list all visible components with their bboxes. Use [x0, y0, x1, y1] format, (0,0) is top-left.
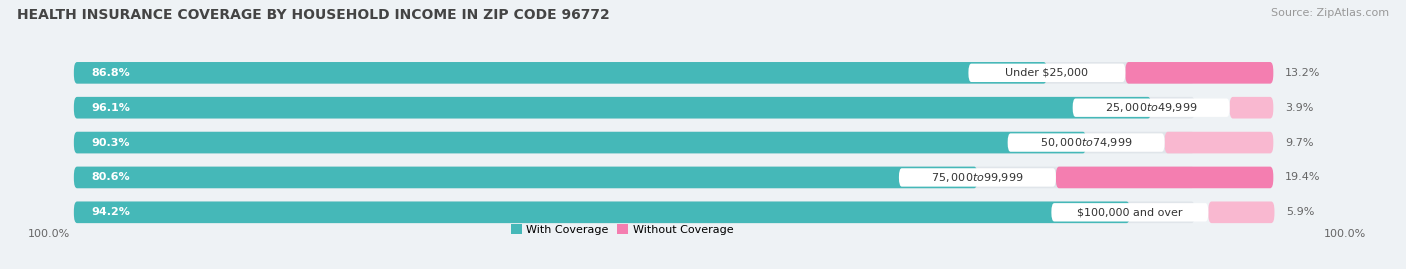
FancyBboxPatch shape — [75, 132, 1085, 153]
Text: 94.2%: 94.2% — [91, 207, 129, 217]
Text: 3.9%: 3.9% — [1285, 103, 1313, 113]
FancyBboxPatch shape — [75, 97, 1152, 119]
FancyBboxPatch shape — [75, 62, 1195, 84]
FancyBboxPatch shape — [1073, 98, 1230, 117]
FancyBboxPatch shape — [75, 62, 1047, 84]
Text: Source: ZipAtlas.com: Source: ZipAtlas.com — [1271, 8, 1389, 18]
Text: 100.0%: 100.0% — [28, 229, 70, 239]
FancyBboxPatch shape — [1208, 201, 1274, 223]
FancyBboxPatch shape — [1164, 132, 1274, 153]
Text: HEALTH INSURANCE COVERAGE BY HOUSEHOLD INCOME IN ZIP CODE 96772: HEALTH INSURANCE COVERAGE BY HOUSEHOLD I… — [17, 8, 610, 22]
Text: 13.2%: 13.2% — [1285, 68, 1320, 78]
Text: 80.6%: 80.6% — [91, 172, 129, 182]
Text: Under $25,000: Under $25,000 — [1005, 68, 1088, 78]
Text: $100,000 and over: $100,000 and over — [1077, 207, 1182, 217]
FancyBboxPatch shape — [75, 167, 977, 188]
FancyBboxPatch shape — [898, 168, 1056, 187]
FancyBboxPatch shape — [75, 132, 1195, 153]
Text: 9.7%: 9.7% — [1285, 137, 1313, 148]
Text: 5.9%: 5.9% — [1286, 207, 1315, 217]
FancyBboxPatch shape — [1056, 167, 1274, 188]
Text: $25,000 to $49,999: $25,000 to $49,999 — [1105, 101, 1198, 114]
FancyBboxPatch shape — [75, 201, 1130, 223]
FancyBboxPatch shape — [75, 97, 1195, 119]
Text: 90.3%: 90.3% — [91, 137, 129, 148]
Legend: With Coverage, Without Coverage: With Coverage, Without Coverage — [510, 225, 734, 235]
Text: $75,000 to $99,999: $75,000 to $99,999 — [931, 171, 1024, 184]
Text: 100.0%: 100.0% — [1324, 229, 1367, 239]
Text: 96.1%: 96.1% — [91, 103, 129, 113]
FancyBboxPatch shape — [1125, 62, 1274, 84]
FancyBboxPatch shape — [969, 64, 1125, 82]
FancyBboxPatch shape — [75, 201, 1195, 223]
FancyBboxPatch shape — [1008, 133, 1164, 152]
FancyBboxPatch shape — [1230, 97, 1274, 119]
FancyBboxPatch shape — [1052, 203, 1208, 221]
Text: 19.4%: 19.4% — [1285, 172, 1320, 182]
Text: $50,000 to $74,999: $50,000 to $74,999 — [1040, 136, 1132, 149]
FancyBboxPatch shape — [75, 167, 1195, 188]
Text: 86.8%: 86.8% — [91, 68, 129, 78]
